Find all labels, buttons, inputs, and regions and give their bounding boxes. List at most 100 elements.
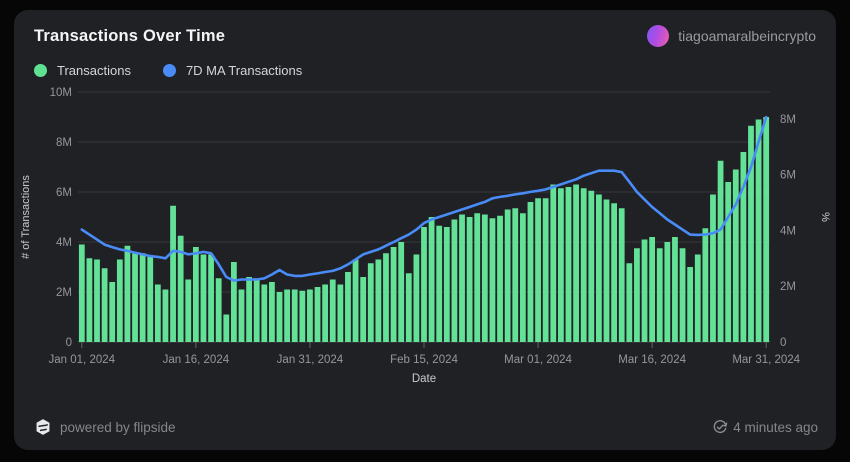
bar[interactable]	[154, 284, 161, 343]
bar[interactable]	[299, 290, 306, 342]
bar[interactable]	[352, 259, 359, 343]
bar[interactable]	[489, 218, 496, 342]
bar[interactable]	[147, 257, 154, 342]
bar[interactable]	[269, 282, 275, 342]
bar[interactable]	[656, 248, 663, 342]
bar[interactable]	[291, 289, 298, 343]
bar[interactable]	[307, 289, 313, 343]
bar[interactable]	[459, 214, 465, 343]
bar[interactable]	[634, 248, 640, 342]
bar[interactable]	[504, 209, 511, 343]
bar[interactable]	[436, 225, 443, 342]
bar[interactable]	[672, 237, 678, 342]
bar[interactable]	[535, 198, 541, 342]
bar[interactable]	[185, 279, 192, 343]
bar[interactable]	[588, 190, 595, 342]
bar[interactable]	[573, 184, 579, 343]
bar[interactable]	[565, 187, 572, 342]
bar[interactable]	[421, 227, 427, 342]
left-axis-tick-label: 8M	[56, 137, 72, 149]
bar[interactable]	[755, 119, 762, 343]
bar[interactable]	[641, 239, 648, 343]
bar[interactable]	[337, 284, 344, 343]
bar[interactable]	[596, 194, 602, 343]
bar[interactable]	[580, 188, 587, 342]
bar[interactable]	[322, 284, 329, 343]
bar[interactable]	[398, 242, 405, 342]
bar[interactable]	[215, 278, 222, 342]
bar[interactable]	[717, 160, 724, 342]
legend-dot-icon	[34, 64, 47, 77]
bar[interactable]	[276, 292, 283, 342]
bar[interactable]	[246, 277, 252, 342]
bar[interactable]	[405, 273, 412, 342]
chart-legend: Transactions 7D MA Transactions	[14, 51, 836, 80]
bar[interactable]	[481, 214, 488, 343]
bar[interactable]	[132, 253, 138, 342]
bar[interactable]	[702, 228, 709, 342]
bar[interactable]	[360, 277, 367, 342]
bar[interactable]	[519, 213, 526, 342]
bar[interactable]	[732, 169, 739, 343]
powered-by[interactable]: powered by flipside	[34, 418, 176, 436]
bar[interactable]	[710, 194, 716, 343]
bar[interactable]	[238, 289, 245, 343]
bar[interactable]	[116, 259, 123, 343]
bar[interactable]	[231, 262, 237, 342]
legend-item-transactions[interactable]: Transactions	[34, 63, 131, 78]
bar[interactable]	[78, 244, 85, 343]
bar[interactable]	[170, 205, 176, 342]
bar[interactable]	[261, 284, 268, 343]
bar[interactable]	[284, 289, 291, 343]
bar[interactable]	[603, 199, 610, 343]
bar[interactable]	[664, 242, 671, 342]
bar[interactable]	[527, 202, 534, 342]
bar[interactable]	[725, 182, 732, 342]
bar[interactable]	[200, 254, 207, 343]
bar[interactable]	[177, 235, 184, 342]
bar[interactable]	[550, 184, 557, 343]
bar[interactable]	[474, 213, 481, 342]
bar[interactable]	[694, 254, 701, 343]
bar[interactable]	[86, 258, 93, 342]
bar[interactable]	[314, 287, 321, 342]
bar[interactable]	[192, 247, 199, 342]
bar[interactable]	[101, 268, 108, 342]
bar[interactable]	[345, 272, 351, 342]
bar[interactable]	[611, 203, 617, 342]
legend-item-7d-ma-transactions[interactable]: 7D MA Transactions	[162, 63, 302, 78]
bar[interactable]	[626, 263, 633, 342]
bar[interactable]	[466, 217, 473, 342]
bar[interactable]	[618, 208, 625, 342]
bar[interactable]	[329, 279, 336, 343]
bar[interactable]	[367, 263, 374, 342]
bar[interactable]	[649, 237, 656, 342]
bar[interactable]	[687, 267, 694, 342]
bar[interactable]	[763, 117, 770, 342]
bar[interactable]	[413, 254, 420, 343]
bar[interactable]	[443, 227, 450, 342]
bar[interactable]	[208, 254, 214, 343]
bar[interactable]	[512, 208, 519, 342]
bar[interactable]	[223, 314, 230, 343]
bar[interactable]	[390, 247, 397, 342]
bar[interactable]	[740, 152, 747, 342]
bar[interactable]	[162, 289, 169, 343]
bar[interactable]	[451, 219, 458, 343]
bar[interactable]	[428, 217, 435, 342]
bar[interactable]	[94, 259, 100, 343]
ma-line[interactable]	[80, 115, 768, 282]
bar[interactable]	[542, 198, 549, 342]
bar[interactable]	[124, 245, 131, 342]
bar[interactable]	[383, 253, 389, 342]
bar[interactable]	[253, 278, 260, 342]
bar[interactable]	[109, 282, 116, 342]
bar[interactable]	[139, 253, 146, 342]
user-chip[interactable]: tiagoamaralbeincrypto	[647, 25, 816, 47]
bar[interactable]	[679, 248, 686, 342]
refresh-check-icon[interactable]	[712, 419, 728, 435]
bar[interactable]	[557, 188, 564, 342]
bar[interactable]	[375, 259, 382, 343]
bar[interactable]	[497, 215, 503, 342]
bar[interactable]	[748, 125, 754, 342]
